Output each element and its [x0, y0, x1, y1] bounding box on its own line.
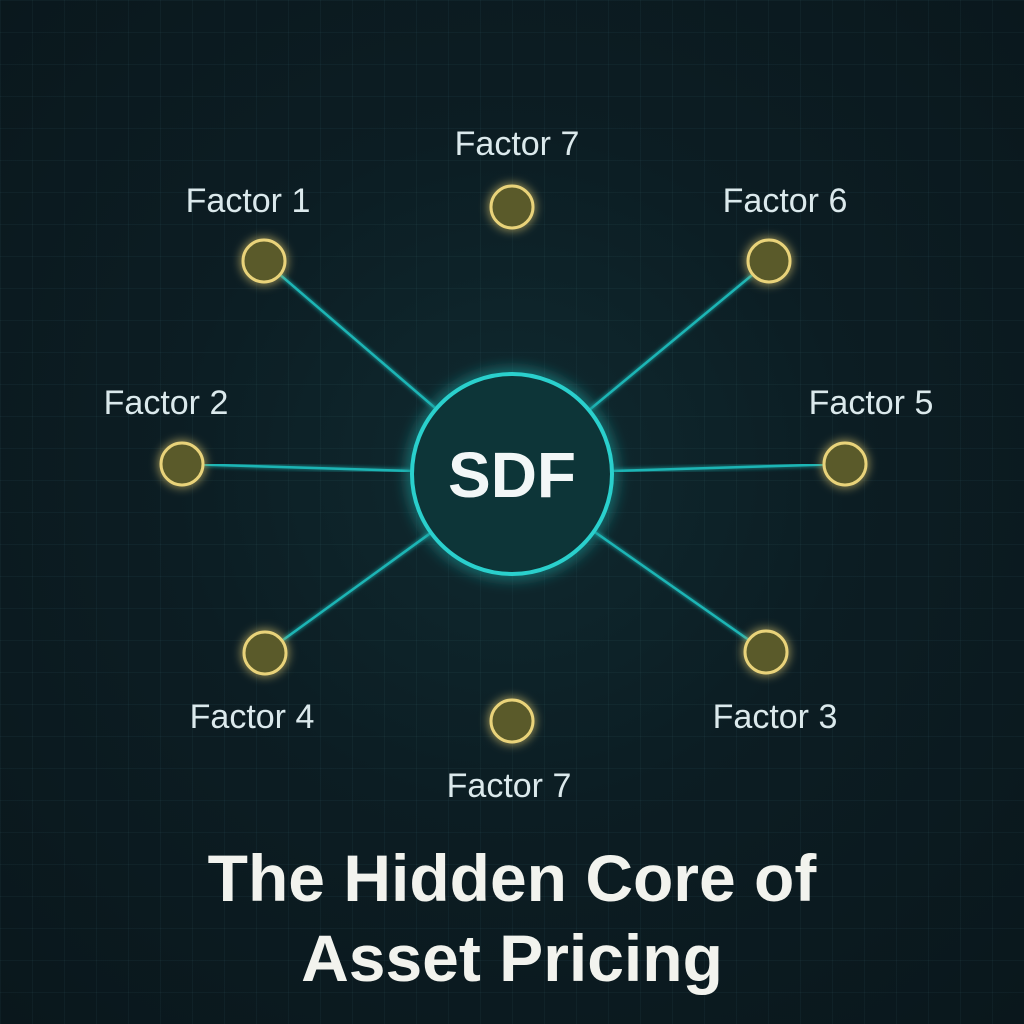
factor-dot	[159, 441, 205, 487]
page-title: The Hidden Core of Asset Pricing	[0, 838, 1024, 998]
sdf-hub: SDF	[410, 372, 614, 576]
connector-line-right	[610, 463, 825, 473]
title-line-2: Asset Pricing	[301, 921, 723, 995]
factor-label: Factor 6	[723, 182, 848, 220]
title-line-1: The Hidden Core of	[207, 841, 817, 915]
factor-label: Factor 3	[713, 698, 838, 736]
factor-node-left: Factor 2	[104, 384, 229, 487]
connector-line-bottom-right	[592, 530, 750, 641]
factor-dot	[746, 238, 792, 284]
factor-nodes: Factor 7 Factor 6 Factor 5 Factor 3 Factor 7…	[104, 125, 934, 805]
factor-node-right: Factor 5	[809, 384, 934, 487]
connector-line-left	[202, 463, 414, 473]
factor-label: Factor 4	[190, 698, 315, 736]
connector-line-top-left	[279, 274, 438, 411]
factor-dot	[822, 441, 868, 487]
factor-dot	[241, 238, 287, 284]
connector-line-bottom-left	[281, 531, 433, 642]
factor-label: Factor 7	[447, 767, 572, 805]
factor-dot	[743, 629, 789, 675]
connector-line-top-right	[587, 273, 754, 412]
factor-label: Factor 7	[455, 125, 580, 163]
hub-circle	[410, 372, 614, 576]
factor-node-bottom: Factor 7	[447, 698, 572, 805]
factor-dot	[489, 698, 535, 744]
factor-dot	[489, 184, 535, 230]
factor-node-bottom-right: Factor 3	[713, 629, 838, 736]
factor-node-top-right: Factor 6	[723, 182, 848, 284]
factor-label: Factor 2	[104, 384, 229, 422]
factor-node-top: Factor 7	[455, 125, 580, 230]
factor-node-bottom-left: Factor 4	[190, 630, 315, 736]
factor-label: Factor 1	[186, 182, 311, 220]
factor-label: Factor 5	[809, 384, 934, 422]
connector-lines	[202, 227, 825, 701]
factor-node-top-left: Factor 1	[186, 182, 311, 284]
factor-dot	[242, 630, 288, 676]
hub-label: SDF	[448, 439, 576, 511]
